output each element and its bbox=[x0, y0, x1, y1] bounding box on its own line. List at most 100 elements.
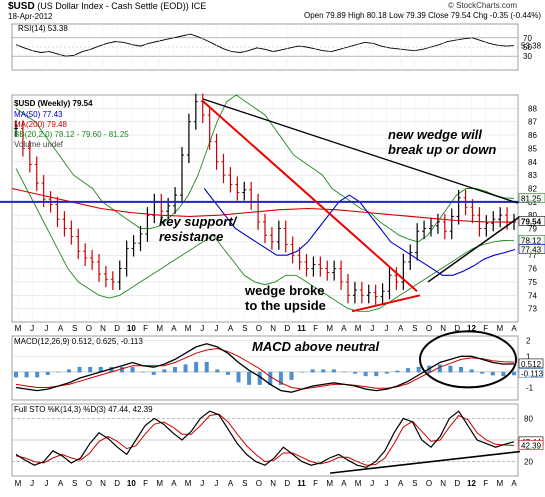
macd-histogram-bar bbox=[321, 369, 326, 373]
macd-histogram-bar bbox=[363, 371, 368, 377]
x-axis-label: 11 bbox=[297, 479, 306, 488]
macd-last-label-box bbox=[518, 368, 544, 378]
x-axis-label: M bbox=[185, 324, 192, 333]
price-last-label-box bbox=[518, 216, 545, 226]
x-axis-label: J bbox=[214, 324, 218, 333]
macd-histogram-bar bbox=[437, 364, 442, 373]
price-tick-label: 80 bbox=[528, 211, 537, 220]
macd-histogram-bar bbox=[469, 369, 474, 373]
rsi-tick-label: 50 bbox=[523, 43, 532, 52]
macd-histogram-bar bbox=[119, 366, 124, 373]
ohlc-readout: Open 79.89 High 80.18 Low 79.39 Close 79… bbox=[304, 11, 542, 20]
macd-line bbox=[15, 343, 515, 393]
x-axis-label: J bbox=[200, 479, 204, 488]
x-axis-label: N bbox=[440, 324, 446, 333]
macd-highlight-ellipse bbox=[419, 330, 517, 389]
price-last-label-box bbox=[518, 193, 545, 203]
macd-tick-label: 1 bbox=[526, 352, 531, 361]
x-axis-label: M bbox=[355, 324, 362, 333]
price-tick-label: 83 bbox=[528, 171, 537, 180]
x-axis-label: 12 bbox=[467, 479, 476, 488]
x-axis-label: F bbox=[143, 479, 148, 488]
price-tick-label: 73 bbox=[528, 305, 537, 314]
macd-histogram-bar bbox=[151, 371, 156, 375]
macd-histogram-bar bbox=[162, 369, 167, 373]
price-last-label: 78.12 bbox=[521, 236, 542, 245]
macd-histogram-bar bbox=[416, 366, 421, 373]
x-axis-label: D bbox=[284, 479, 290, 488]
price-last-label: 79.54 bbox=[521, 217, 542, 226]
x-axis-label: S bbox=[412, 479, 417, 488]
rsi-label: RSI(14) 53.38 bbox=[18, 24, 68, 33]
price-tick-label: 87 bbox=[528, 118, 537, 127]
x-axis-label: N bbox=[270, 324, 276, 333]
macd-tick-label: -1 bbox=[526, 384, 534, 393]
x-axis-label: N bbox=[100, 479, 106, 488]
rsi-tick-label: 30 bbox=[523, 52, 532, 61]
sto-trend-line bbox=[329, 450, 521, 474]
x-axis-label: J bbox=[384, 324, 388, 333]
bollinger-lower bbox=[15, 168, 515, 312]
macd-last-label: -0.113 bbox=[521, 370, 544, 379]
black-wedge-bottom-line bbox=[427, 215, 521, 283]
macd-histogram-bar bbox=[501, 371, 506, 377]
x-axis-label: O bbox=[86, 479, 92, 488]
rsi-last-value: 53.38 bbox=[521, 41, 542, 50]
x-axis-label: A bbox=[341, 479, 347, 488]
legend-ma200: MA(200) 79.48 bbox=[14, 120, 67, 129]
x-axis-label: M bbox=[15, 324, 22, 333]
x-axis-label: M bbox=[496, 479, 503, 488]
x-axis-label: M bbox=[326, 479, 333, 488]
macd-histogram-bar bbox=[14, 371, 18, 378]
x-axis-label: 11 bbox=[297, 324, 306, 333]
x-axis-label: N bbox=[270, 479, 276, 488]
macd-tick-label: 2 bbox=[526, 337, 531, 346]
legend-bollinger: BB(20,2.0) 78.12 - 79.60 - 81.25 bbox=[14, 130, 129, 139]
macd-histogram-bar bbox=[236, 371, 241, 383]
x-axis-label: J bbox=[44, 324, 48, 333]
x-axis-label: O bbox=[256, 324, 262, 333]
macd-label: MACD(12,26,9) 0.512, 0.625, -0.113 bbox=[14, 337, 143, 346]
macd-histogram-bar bbox=[183, 364, 188, 373]
price-tick-label: 82 bbox=[528, 184, 537, 193]
price-legend-symbol: $USD (Weekly) 79.54 bbox=[14, 99, 93, 108]
macd-histogram-bar bbox=[247, 371, 252, 385]
x-axis-label: M bbox=[15, 479, 22, 488]
macd-histogram-bar bbox=[172, 366, 177, 373]
macd-histogram-bar bbox=[257, 371, 262, 385]
macd-histogram-bar bbox=[109, 366, 114, 373]
x-axis-label: M bbox=[496, 324, 503, 333]
x-axis-label: O bbox=[426, 479, 432, 488]
x-axis-label: N bbox=[100, 324, 106, 333]
chart-date: 18-Apr-2012 bbox=[8, 12, 53, 21]
macd-histogram-bar bbox=[66, 369, 71, 373]
macd-histogram-bar bbox=[490, 371, 495, 376]
x-axis-label: S bbox=[242, 479, 247, 488]
price-tick-label: 86 bbox=[528, 131, 537, 140]
x-axis-label: J bbox=[30, 479, 34, 488]
macd-signal-line bbox=[15, 347, 515, 390]
x-axis-label: 12 bbox=[467, 324, 476, 333]
macd-histogram-bar bbox=[24, 371, 29, 378]
macd-last-label-box bbox=[518, 358, 544, 369]
macd-histogram-bar bbox=[130, 366, 135, 373]
macd-histogram-bar bbox=[215, 369, 220, 373]
x-axis-label: M bbox=[156, 479, 163, 488]
annotation-macd-neutral: MACD above neutral bbox=[252, 339, 380, 354]
macd-histogram-bar bbox=[56, 371, 61, 373]
price-tick-label: 77 bbox=[528, 251, 537, 260]
sto-label: Full STO %K(14,3) %D(3) 47.44, 42.39 bbox=[14, 405, 153, 414]
macd-histogram-bar bbox=[374, 371, 379, 377]
x-axis-label: M bbox=[185, 479, 192, 488]
price-last-label: 81.25 bbox=[521, 194, 542, 203]
x-axis-label: J bbox=[214, 479, 218, 488]
x-axis-label: S bbox=[72, 324, 77, 333]
macd-histogram-bar bbox=[300, 371, 305, 373]
price-tick-label: 75 bbox=[528, 278, 537, 287]
sto-d-line bbox=[15, 413, 515, 466]
x-axis-label: 10 bbox=[127, 479, 136, 488]
x-axis-label: J bbox=[370, 479, 374, 488]
red-wedge-bottom-line bbox=[351, 294, 421, 313]
price-tick-label: 88 bbox=[528, 104, 537, 113]
